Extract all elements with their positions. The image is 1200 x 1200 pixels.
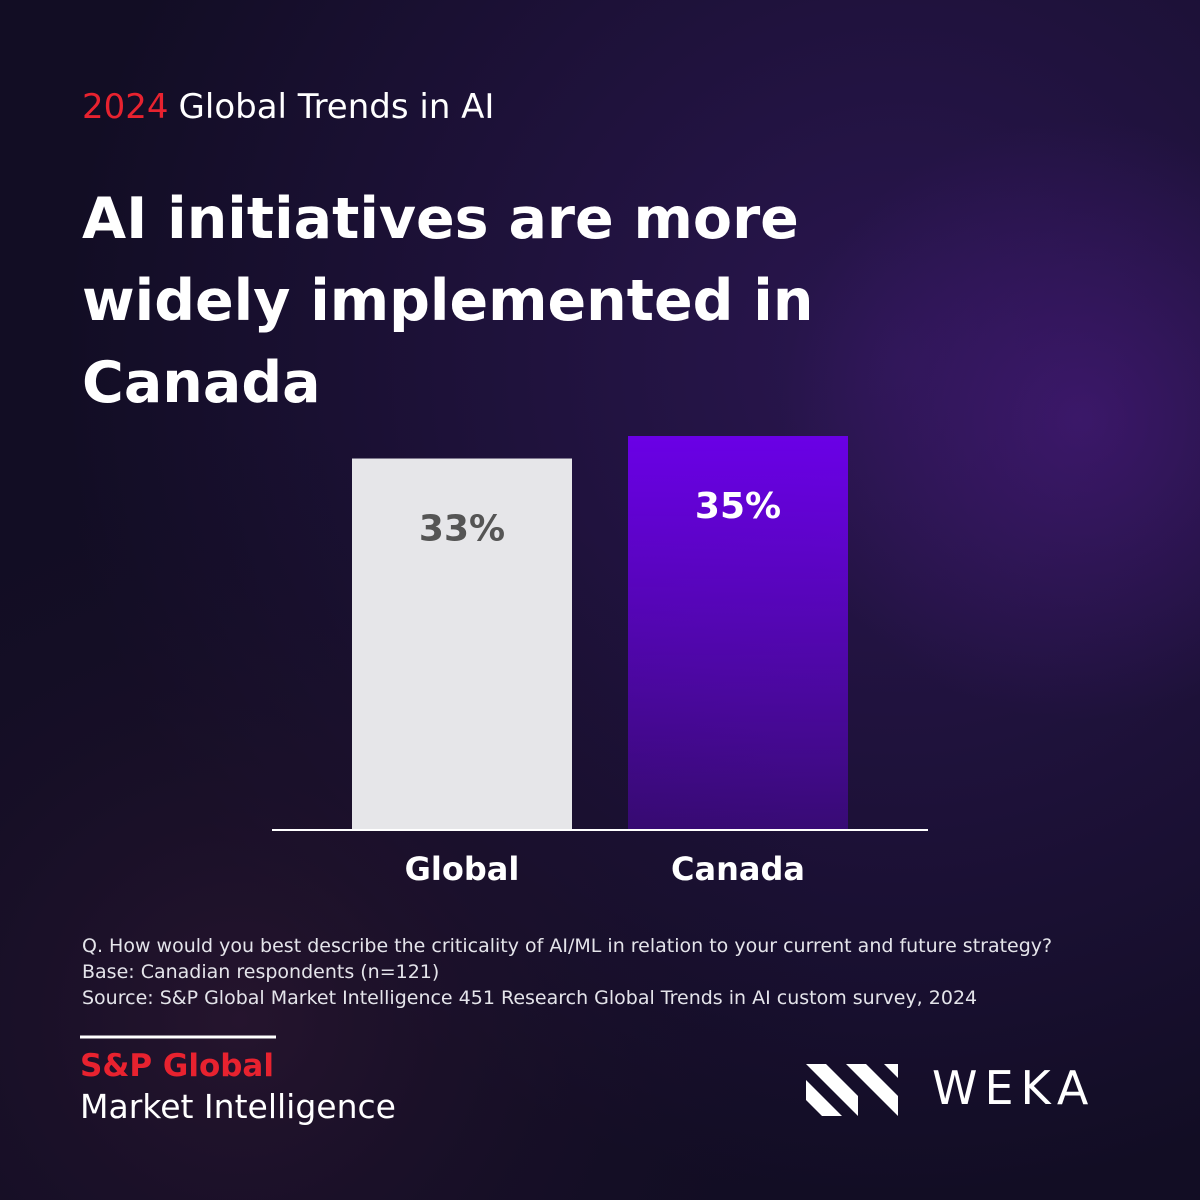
kicker-text: Global Trends in AI [179,87,495,127]
weka-mark [806,1064,898,1116]
value-label: 35% [695,486,781,527]
footnotes: Q. How would you best describe the criti… [82,935,1052,1009]
bar [628,436,848,830]
kicker-year: 2024 [82,87,169,127]
bar [352,458,572,830]
title-line: Canada [82,350,321,416]
title-line: widely implemented in [82,268,813,334]
bar-chart: 33% Global 35% Canada [352,436,848,888]
footnote: Base: Canadian respondents (n=121) [82,961,439,983]
title: AI initiatives are more widely implement… [82,186,813,416]
value-label: 33% [419,509,505,550]
footnote: Q. How would you best describe the criti… [82,935,1052,957]
footnote: Source: S&P Global Market Intelligence 4… [82,987,977,1009]
x-tick-label: Canada [671,850,805,888]
x-tick-label: Global [405,850,520,888]
title-line: AI initiatives are more [82,186,799,252]
sp-logo-sub: Market Intelligence [80,1087,396,1126]
weka-logo: WEKA [932,1061,1095,1115]
sp-logo: S&P Global [80,1048,274,1084]
kicker: 2024 Global Trends in AI [82,87,494,127]
